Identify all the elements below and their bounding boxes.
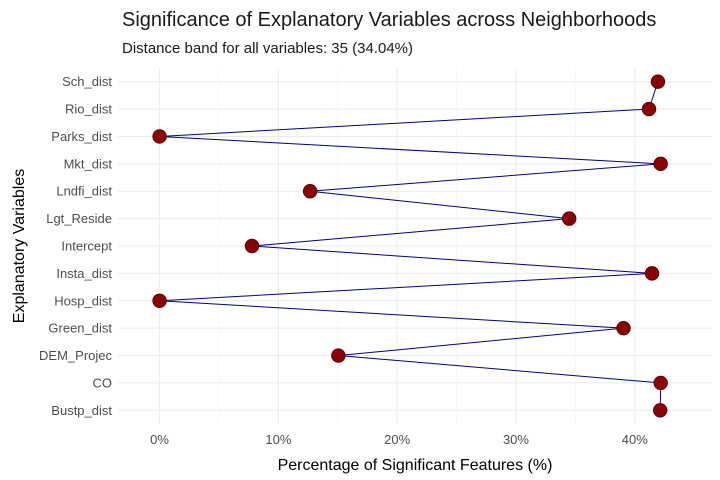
- x-tick-label: 40%: [622, 432, 648, 447]
- y-tick-label: Lgt_Reside: [46, 211, 112, 226]
- y-tick-label: Green_dist: [48, 321, 112, 336]
- data-point-bustp-dist: [653, 403, 668, 418]
- chart-subtitle: Distance band for all variables: 35 (34.…: [122, 40, 413, 57]
- grid: [118, 68, 712, 424]
- x-axis-ticks: 0% 10% 20% 30% 40%: [150, 432, 648, 447]
- y-tick-label: Hosp_dist: [54, 293, 112, 308]
- x-axis-title: Percentage of Significant Features (%): [278, 457, 553, 474]
- y-axis-title: Explanatory Variables: [11, 169, 28, 323]
- y-tick-label: Intercept: [61, 239, 112, 254]
- data-point-lgt-reside: [562, 211, 577, 226]
- data-points: [152, 74, 668, 418]
- chart-title: Significance of Explanatory Variables ac…: [122, 9, 656, 31]
- y-tick-label: CO: [93, 375, 113, 390]
- data-point-intercept: [244, 238, 260, 254]
- data-point-green-dist: [616, 320, 631, 336]
- y-tick-label: Mkt_dist: [64, 156, 113, 171]
- y-tick-label: Rio_dist: [65, 102, 112, 117]
- y-axis-ticks: Bustp_dist CO DEM_Projec Green_dist Hosp_dis…: [39, 74, 112, 418]
- data-point-insta-dist: [644, 266, 660, 281]
- x-tick-label: 20%: [384, 432, 410, 447]
- data-point-parks-dist: [152, 129, 167, 144]
- data-point-hosp-dist: [152, 293, 167, 308]
- data-point-dem-projec: [331, 348, 346, 363]
- y-tick-label: Parks_dist: [51, 129, 112, 144]
- data-point-sch-dist: [650, 74, 666, 89]
- data-point-lndfi-dist: [302, 184, 318, 199]
- y-tick-label: Sch_dist: [62, 74, 112, 89]
- x-tick-label: 30%: [503, 432, 529, 447]
- data-point-mkt-dist: [653, 156, 668, 172]
- x-tick-label: 0%: [150, 432, 169, 447]
- y-tick-label: Lndfi_dist: [56, 184, 112, 199]
- y-tick-label: Insta_dist: [56, 266, 112, 281]
- x-tick-label: 10%: [265, 432, 291, 447]
- y-tick-label: Bustp_dist: [51, 403, 112, 418]
- y-tick-label: DEM_Projec: [39, 348, 112, 363]
- data-point-rio-dist: [641, 101, 657, 117]
- data-point-co: [653, 375, 668, 391]
